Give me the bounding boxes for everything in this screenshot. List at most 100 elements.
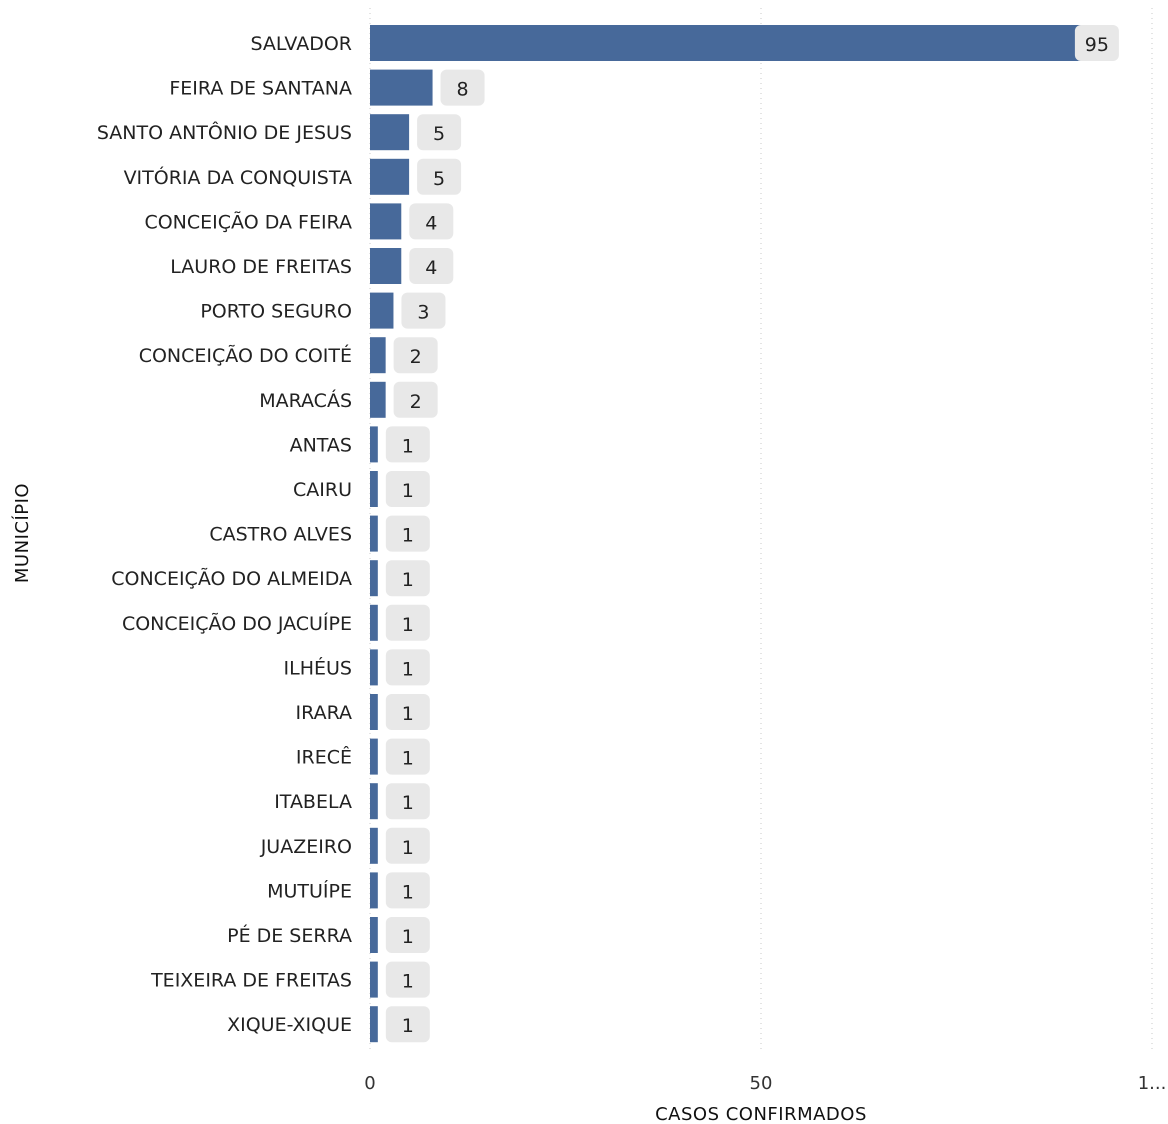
data-label-15: 1: [402, 703, 414, 725]
category-label-6: PORTO SEGURO: [200, 301, 352, 323]
data-label-9: 1: [402, 435, 414, 457]
y-axis-title: MUNICÍPIO: [11, 483, 33, 583]
category-label-3: VITÓRIA DA CONQUISTA: [124, 165, 352, 189]
category-label-7: CONCEIÇÃO DO COITÉ: [139, 344, 352, 367]
bar-6[interactable]: [370, 292, 394, 329]
category-label-18: JUAZEIRO: [260, 836, 352, 858]
category-label-12: CONCEIÇÃO DO ALMEIDA: [111, 567, 352, 590]
category-label-9: ANTAS: [290, 434, 352, 456]
data-label-bg-19: [385, 872, 430, 909]
bar-11[interactable]: [370, 515, 378, 552]
category-label-8: MARACÁS: [259, 389, 352, 412]
bar-21[interactable]: [370, 961, 378, 998]
bar-1[interactable]: [370, 69, 433, 106]
category-label-4: CONCEIÇÃO DA FEIRA: [144, 210, 352, 233]
data-label-bg-14: [385, 649, 430, 686]
data-label-17: 1: [402, 792, 414, 814]
x-tick-label-0: 0: [364, 1073, 375, 1094]
category-label-14: ILHÉUS: [284, 656, 352, 679]
gridlines: [369, 8, 1153, 1052]
data-label-bg-6: [401, 292, 446, 329]
data-label-bg-21: [385, 961, 430, 998]
data-label-bg-16: [385, 738, 430, 775]
data-label-bg-10: [385, 471, 430, 507]
data-label-14: 1: [402, 658, 414, 680]
data-label-2: 5: [433, 123, 445, 145]
data-label-bg-15: [385, 694, 430, 730]
data-label-bg-11: [385, 515, 430, 552]
data-label-8: 2: [410, 391, 422, 413]
bar-0[interactable]: [370, 25, 1113, 61]
category-label-16: IRECÊ: [296, 746, 352, 769]
category-label-20: PÉ DE SERRA: [227, 924, 352, 947]
data-label-18: 1: [402, 837, 414, 859]
bar-10[interactable]: [370, 471, 378, 507]
x-tick-label-1: 50: [750, 1073, 773, 1094]
data-label-bg-5: [409, 248, 454, 284]
data-label-bg-4: [409, 203, 454, 240]
data-label-12: 1: [402, 569, 414, 591]
x-axis-title: CASOS CONFIRMADOS: [655, 1104, 867, 1124]
data-label-bg-9: [385, 426, 430, 463]
bar-7[interactable]: [370, 337, 386, 374]
category-label-10: CAIRU: [293, 479, 352, 501]
data-label-16: 1: [402, 748, 414, 770]
data-label-20: 1: [402, 926, 414, 948]
bar-14[interactable]: [370, 649, 378, 686]
category-label-19: MUTUÍPE: [267, 879, 352, 902]
bar-5[interactable]: [370, 248, 402, 284]
data-label-bg-22: [385, 1006, 430, 1043]
data-label-4: 4: [425, 212, 437, 234]
category-label-2: SANTO ANTÔNIO DE JESUS: [97, 120, 352, 144]
data-label-bg-12: [385, 560, 430, 597]
data-label-5: 4: [425, 257, 437, 279]
data-label-bg-20: [385, 917, 430, 953]
data-label-bg-2: [417, 114, 462, 151]
bar-22[interactable]: [370, 1006, 378, 1043]
category-label-17: ITABELA: [274, 791, 352, 813]
data-label-22: 1: [402, 1015, 414, 1037]
data-label-21: 1: [402, 971, 414, 993]
x-tick-label-2: 1...: [1138, 1073, 1167, 1094]
bar-4[interactable]: [370, 203, 402, 240]
bar-20[interactable]: [370, 917, 378, 953]
data-label-bg-1: [440, 69, 485, 106]
data-label-bg-17: [385, 783, 430, 820]
data-label-10: 1: [402, 480, 414, 502]
data-label-11: 1: [402, 525, 414, 547]
data-label-bg-3: [417, 158, 462, 195]
bar-18[interactable]: [370, 827, 378, 864]
data-label-bg-13: [385, 604, 430, 641]
bar-2[interactable]: [370, 114, 410, 151]
category-label-22: XIQUE-XIQUE: [227, 1014, 352, 1036]
category-label-11: CASTRO ALVES: [209, 524, 352, 546]
bar-9[interactable]: [370, 426, 378, 463]
data-label-1: 8: [457, 79, 469, 101]
category-label-1: FEIRA DE SANTANA: [169, 78, 352, 100]
data-label-13: 1: [402, 614, 414, 636]
bar-17[interactable]: [370, 783, 378, 820]
bar-12[interactable]: [370, 560, 378, 597]
category-label-21: TEIXEIRA DE FREITAS: [150, 970, 352, 992]
bar-8[interactable]: [370, 381, 386, 418]
bar-15[interactable]: [370, 694, 378, 730]
data-label-bg-8: [393, 381, 438, 418]
bar-16[interactable]: [370, 738, 378, 775]
data-label-bg-7: [393, 337, 438, 374]
bar-3[interactable]: [370, 158, 410, 195]
data-label-bg-18: [385, 827, 430, 864]
category-label-13: CONCEIÇÃO DO JACUÍPE: [122, 612, 352, 635]
data-label-19: 1: [402, 881, 414, 903]
bar-19[interactable]: [370, 872, 378, 909]
category-label-15: IRARA: [296, 702, 352, 724]
bar-13[interactable]: [370, 604, 378, 641]
x-axis-ticks: 0 50 1...: [364, 1073, 1166, 1094]
data-label-0: 95: [1085, 34, 1109, 56]
category-label-0: SALVADOR: [251, 33, 352, 55]
data-label-3: 5: [433, 168, 445, 190]
data-label-bg-0: [1074, 25, 1119, 61]
category-labels: SALVADOR FEIRA DE SANTANA SANTO ANTÔNIO DE…: [97, 33, 352, 1036]
category-label-5: LAURO DE FREITAS: [170, 256, 352, 278]
